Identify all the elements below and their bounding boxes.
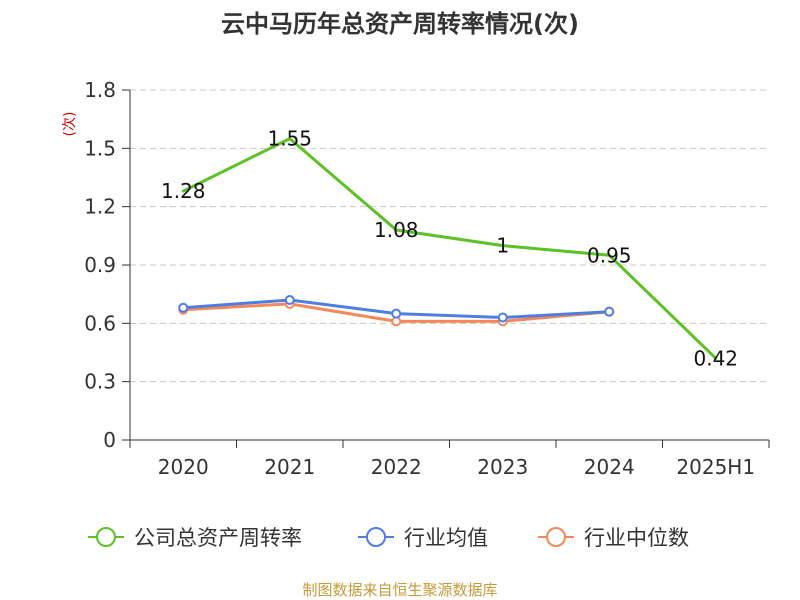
data-label: 1.28 [161,179,206,203]
series-layer [178,137,718,360]
y-tick-label: 0.9 [84,253,116,277]
legend-swatch-marker [546,527,566,547]
series-point-1 [604,306,615,317]
series-point-1 [497,312,508,323]
y-tick-label: 1.8 [84,78,116,102]
legend-label: 公司总资产周转率 [134,526,302,550]
series-point-1 [178,302,189,313]
x-tick-label: 2023 [477,455,528,479]
y-tick-label: 1.5 [84,136,116,160]
series-line-0 [181,137,718,360]
x-tick-label: 2025H1 [676,455,755,479]
data-label: 0.95 [587,243,632,267]
y-tick-label: 1.2 [84,195,116,219]
data-label: 1.55 [267,127,312,151]
series-point-1 [391,308,402,319]
x-tick-label: 2022 [371,455,422,479]
x-tick-label: 2020 [158,455,209,479]
grid-layer [130,89,769,383]
data-label-layer: 1.28 1.55 1.08 1 0.95 0.42 [161,127,738,371]
y-axis-unit-label: (次) [62,112,78,137]
legend: 公司总资产周转率 行业均值 行业中位数 [88,526,689,550]
y-tick-label: 0 [103,428,116,452]
legend-swatch-marker [366,527,386,547]
y-tick-label: 0.6 [84,311,116,335]
legend-swatch-marker [96,527,116,547]
data-label: 1.08 [374,218,419,242]
data-label: 1 [496,234,509,258]
series-point-1 [284,295,295,305]
source-note: 制图数据来自恒生聚源数据库 [302,581,497,599]
data-label: 0.42 [693,346,738,370]
x-tick-label: 2024 [584,455,635,479]
chart-title: 云中马历年总资产周转率情况(次) [221,10,579,38]
axis-layer: 0 0.3 0.6 0.9 1.2 1.5 1.8 2020 2021 2022 2023 2024 2… [84,78,770,479]
x-tick-label: 2021 [264,455,315,479]
y-tick-label: 0.3 [84,370,116,394]
legend-label: 行业中位数 [584,526,689,550]
legend-label: 行业均值 [404,526,488,550]
